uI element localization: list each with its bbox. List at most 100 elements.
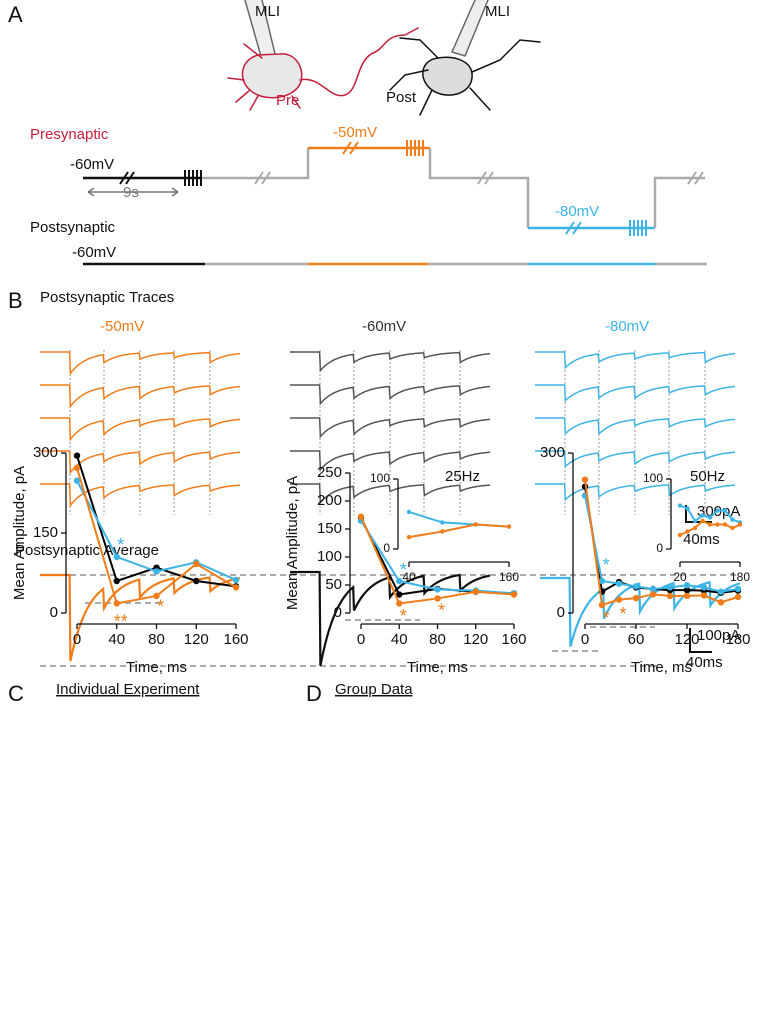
data-point: [649, 585, 657, 593]
data-point: [683, 592, 691, 600]
y-tick-label: 150: [33, 524, 58, 541]
data-point: [677, 503, 683, 508]
significance-marker: *: [619, 604, 626, 624]
trace: [290, 351, 491, 373]
panel-label: C: [8, 681, 24, 706]
cell-label: MLI: [255, 3, 280, 20]
trace: [290, 417, 490, 439]
data-point: [700, 592, 708, 599]
data-point: [440, 520, 445, 525]
protocol-lines: [83, 140, 707, 266]
voltage-label: -60mV: [70, 156, 114, 173]
y-tick-label: 100: [317, 548, 342, 565]
data-point: [598, 577, 606, 585]
data-point: [677, 532, 683, 538]
data-point: [113, 600, 120, 607]
data-point: [598, 601, 606, 609]
data-point: [692, 518, 698, 524]
y-tick-label: 50: [325, 576, 342, 593]
series-line: [408, 523, 510, 539]
panel-title: Group Data: [335, 681, 413, 698]
data-point: [615, 596, 623, 603]
data-point: [581, 476, 589, 483]
data-point: [193, 577, 200, 585]
data-point: [715, 522, 720, 527]
x-tick-label: 80: [429, 631, 446, 648]
x-tick-label: 80: [148, 631, 165, 648]
data-point: [717, 599, 725, 606]
significance-marker: **: [114, 611, 128, 631]
data-point: [113, 553, 120, 561]
x-tick-label: 20: [673, 570, 687, 584]
significance-marker: *: [400, 560, 407, 580]
data-point: [510, 591, 518, 598]
x-tick-label: 160: [501, 631, 526, 648]
protocol-label: Presynaptic: [30, 126, 109, 143]
significance-marker: *: [157, 596, 164, 616]
y-tick-label: 0: [656, 541, 663, 555]
condition-label: -60mV: [362, 318, 406, 335]
x-tick-label: 180: [725, 631, 750, 648]
cell-label: Post: [386, 89, 417, 106]
data-point: [685, 529, 690, 534]
cell-label: Pre: [276, 92, 299, 109]
data-point: [434, 586, 441, 593]
x-axis-label: Time, ms: [407, 659, 468, 676]
trace: [535, 351, 736, 370]
data-point: [715, 508, 720, 513]
trace: [535, 483, 736, 502]
y-axis-label: Mean Amplitude, pA: [11, 466, 28, 600]
x-tick-label: 160: [223, 631, 248, 648]
x-tick-label: 40: [391, 631, 408, 648]
panel-title: Individual Experiment: [56, 681, 200, 698]
trace: [535, 417, 735, 436]
y-tick-label: 0: [334, 604, 342, 621]
data-point: [153, 568, 160, 575]
data-point: [649, 591, 657, 598]
data-point: [734, 593, 742, 601]
y-tick-label: 300: [33, 444, 58, 461]
voltage-label: -80mV: [555, 203, 599, 220]
significance-marker: *: [602, 555, 609, 575]
y-tick-label: 0: [557, 604, 565, 621]
data-point: [722, 522, 728, 527]
protocol-label: Postsynaptic: [30, 219, 116, 236]
data-point: [440, 529, 445, 534]
data-point: [730, 525, 735, 531]
data-point: [357, 513, 365, 520]
data-point: [734, 585, 742, 593]
section-title: Postsynaptic Average: [15, 542, 159, 559]
data-point: [632, 594, 640, 602]
data-point: [113, 577, 120, 585]
y-axis-label: Mean Amplitude, pA: [284, 476, 301, 610]
y-tick-label: 100: [643, 471, 663, 485]
panel-label: A: [8, 2, 23, 27]
data-point: [406, 534, 412, 540]
significance-marker: *: [438, 601, 445, 621]
data-point: [193, 560, 200, 568]
x-axis-label: Time, ms: [126, 659, 187, 676]
data-point: [707, 522, 713, 527]
data-point: [472, 588, 479, 595]
data-point: [232, 584, 240, 591]
voltage-label: -60mV: [72, 244, 116, 261]
y-tick-label: 0: [50, 604, 58, 621]
data-point: [692, 525, 698, 531]
trace: [290, 483, 491, 505]
x-tick-label: 0: [581, 631, 589, 648]
scale-bar: [689, 628, 712, 653]
data-point: [707, 515, 713, 520]
data-point: [632, 583, 640, 590]
significance-marker: *: [117, 535, 124, 555]
scale-label: 40ms: [686, 654, 723, 671]
data-point: [232, 576, 240, 584]
y-tick-label: 250: [317, 464, 342, 481]
x-tick-label: 60: [628, 631, 645, 648]
y-tick-label: 150: [317, 520, 342, 537]
data-point: [737, 522, 743, 527]
panel-label: D: [306, 681, 322, 706]
x-axis-label: Time, ms: [631, 659, 692, 676]
trace: [40, 417, 240, 442]
trace: [40, 483, 241, 508]
